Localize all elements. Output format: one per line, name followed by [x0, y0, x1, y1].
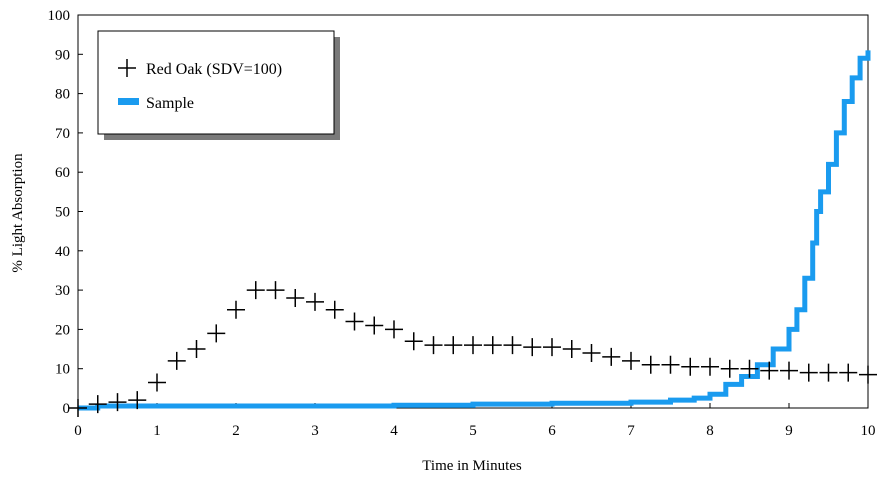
y-tick-label: 60 [55, 165, 70, 181]
red-oak-point [464, 336, 482, 355]
y-tick-label: 30 [55, 283, 70, 299]
x-tick-label: 10 [861, 423, 876, 439]
red-oak-point [128, 391, 147, 410]
y-tick-label: 70 [55, 126, 70, 142]
red-oak-point [701, 357, 719, 376]
legend-sample-swatch [118, 98, 139, 105]
red-oak-point [325, 300, 344, 319]
red-oak-point [780, 361, 798, 380]
red-oak-point [69, 399, 87, 417]
red-oak-point [819, 363, 838, 382]
red-oak-point [108, 393, 127, 412]
red-oak-point [148, 373, 166, 392]
red-oak-point [859, 365, 877, 384]
y-tick-label: 20 [55, 322, 70, 338]
red-oak-point [799, 363, 818, 382]
series-red-oak [69, 281, 877, 417]
x-tick-label: 4 [390, 423, 398, 439]
red-oak-point [444, 336, 463, 355]
x-tick-label: 5 [469, 423, 477, 439]
legend-plus-marker [118, 59, 136, 77]
red-oak-point [562, 340, 581, 359]
red-oak-point [345, 312, 364, 331]
red-oak-point [404, 332, 423, 351]
red-oak-point [424, 336, 443, 355]
red-oak-point [523, 338, 542, 357]
x-tick-label: 9 [785, 423, 793, 439]
x-tick-label: 6 [548, 423, 556, 439]
legend-item-red-oak: Red Oak (SDV=100) [118, 59, 282, 78]
x-axis-label: Time in Minutes [422, 458, 522, 474]
y-tick-label: 80 [55, 87, 70, 103]
y-tick-label: 40 [55, 244, 70, 260]
red-oak-point [582, 343, 601, 362]
red-oak-point [543, 338, 561, 357]
legend-label-sample: Sample [146, 95, 194, 112]
red-oak-point [720, 359, 739, 378]
legend: Red Oak (SDV=100) Sample [97, 30, 340, 140]
red-oak-point [167, 351, 186, 370]
red-oak-point [286, 288, 305, 307]
red-oak-point [839, 363, 858, 382]
red-oak-point [227, 300, 245, 319]
legend-box [97, 30, 335, 135]
red-oak-point [503, 336, 522, 355]
red-oak-point [306, 292, 324, 311]
x-tick-label: 3 [311, 423, 319, 439]
red-oak-point [385, 320, 403, 339]
red-oak-point [641, 355, 660, 374]
y-tick-label: 10 [55, 362, 70, 378]
red-oak-point [266, 281, 285, 300]
y-tick-label: 100 [48, 8, 71, 24]
red-oak-point [760, 361, 779, 380]
red-oak-point [246, 281, 265, 300]
y-tick-label: 90 [55, 47, 70, 63]
red-oak-point [740, 359, 759, 378]
x-tick-label: 2 [232, 423, 240, 439]
y-tick-label: 50 [55, 205, 70, 221]
red-oak-point [622, 351, 640, 370]
x-tick-label: 1 [153, 423, 161, 439]
red-oak-point [681, 357, 700, 376]
x-tick-label: 8 [706, 423, 714, 439]
y-axis-label: % Light Absorption [10, 153, 26, 273]
x-tick-label: 0 [74, 423, 82, 439]
red-oak-point [207, 324, 226, 343]
y-tick-label: 0 [63, 401, 71, 417]
x-tick-label: 7 [627, 423, 635, 439]
red-oak-point [88, 395, 107, 414]
red-oak-point [483, 336, 502, 355]
red-oak-point [602, 347, 621, 366]
legend-label-red-oak: Red Oak (SDV=100) [146, 61, 282, 78]
legend-item-sample: Sample [118, 95, 194, 112]
red-oak-point [661, 355, 680, 374]
red-oak-point [187, 340, 206, 359]
red-oak-point [365, 316, 384, 335]
